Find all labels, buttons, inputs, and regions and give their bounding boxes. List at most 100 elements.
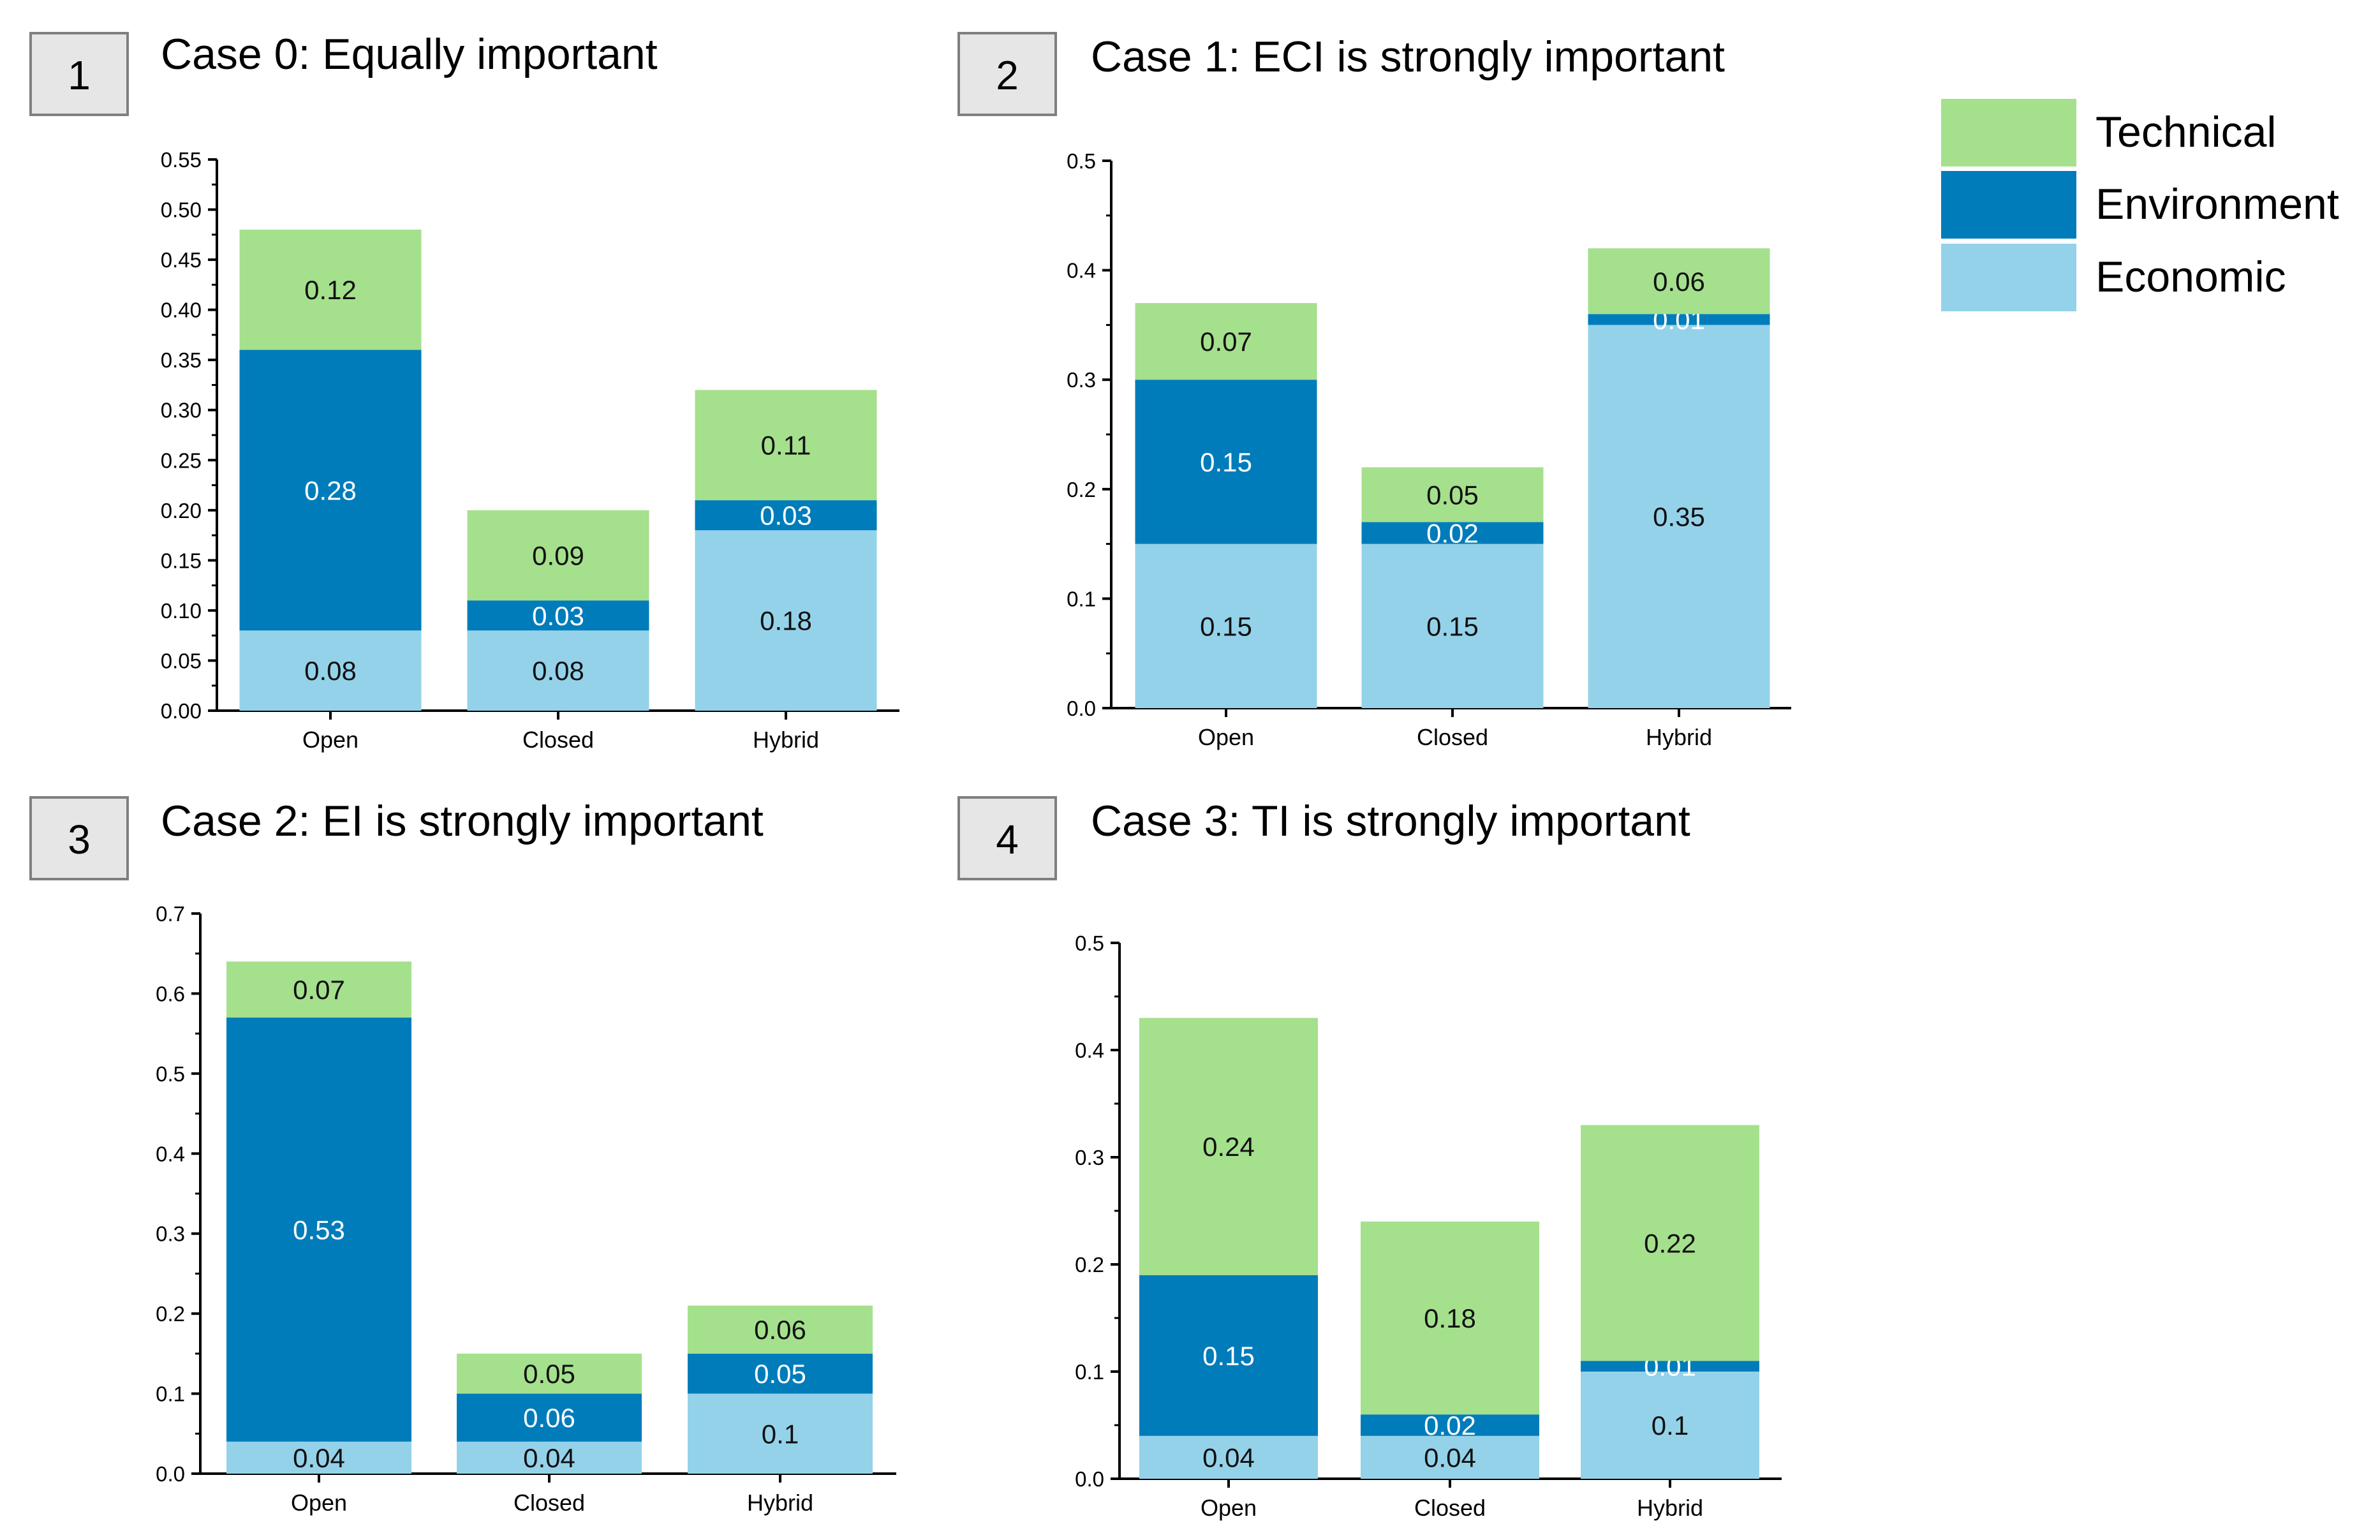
y-tick-label: 0.2 [156,1302,185,1326]
panel-number-box [29,796,129,880]
chart-panel-4: 4 Case 3: TI is strongly important 0.0 0.1 0… [957,796,1782,1521]
chart-panel-2: 2 Case 1: ECI is strongly important 0.0 0.1… [957,32,1791,750]
y-tick-label: 0.1 [156,1382,185,1406]
bar-technical-hybrid [695,390,877,501]
bar-economic-open [226,1441,411,1474]
data-label: 0.15 [1200,611,1252,641]
bar-technical-hybrid [1581,1125,1759,1361]
data-label: 0.09 [532,541,584,571]
legend-swatch-environment [1941,171,2076,239]
bar-environment-open [1135,380,1317,544]
data-label: 0.03 [760,501,812,531]
y-tick-label: 0.15 [161,549,202,572]
data-label: 0.04 [1424,1442,1476,1472]
data-label: 0.05 [1426,480,1479,510]
y-tick-label: 0.35 [161,348,202,372]
y-tick-label: 0.6 [156,982,185,1005]
legend-label-economic: Economic [2095,253,2286,301]
data-label: 0.15 [1200,447,1252,477]
data-label: 0.02 [1426,518,1479,548]
data-label: 0.06 [523,1403,575,1433]
y-tick-label: 0.1 [1067,587,1096,611]
data-label: 0.08 [532,656,584,686]
bar-technical-closed [1361,1221,1539,1415]
x-tick-label: Open [302,727,358,753]
data-label: 0.35 [1653,502,1705,532]
bar-technical-open [226,961,411,1018]
bar-technical-hybrid [688,1305,873,1354]
bar-economic-hybrid [695,530,877,711]
data-label: 0.12 [304,275,357,305]
y-tick-label: 0.5 [1075,931,1104,955]
panel-number-box [957,32,1057,116]
chart-title: Case 0: Equally important [161,30,658,78]
data-label: 0.11 [761,431,811,461]
bar-environment-closed [467,600,649,631]
y-tick-label: 0.40 [161,299,202,322]
x-tick-label: Hybrid [747,1490,813,1516]
y-tick-label: 0.5 [1067,149,1096,173]
data-label: 0.03 [532,601,584,631]
bar-economic-closed [1361,1435,1539,1479]
y-tick-label: 0.05 [161,649,202,672]
legend-swatch-economic [1941,244,2076,311]
data-label: 0.15 [1202,1341,1255,1371]
data-label: 0.07 [1200,327,1252,357]
panel-number: 4 [996,817,1019,863]
y-tick-label: 0.5 [156,1062,185,1086]
data-label: 0.22 [1644,1228,1696,1258]
bar-technical-closed [1361,467,1544,522]
data-label: 0.06 [1653,267,1705,297]
y-tick-label: 0.0 [1075,1467,1104,1491]
panel-number: 1 [68,52,91,98]
bar-environment-open [1139,1275,1318,1436]
y-tick-label: 0.20 [161,499,202,522]
data-label: 0.04 [523,1443,575,1473]
bar-technical-open [239,229,422,350]
data-label: 0.07 [293,975,345,1005]
panel-number: 2 [996,52,1019,98]
data-label: 0.04 [1202,1442,1255,1472]
data-label: 0.05 [523,1359,575,1389]
x-tick-label: Open [1198,724,1254,750]
legend: Technical Environment Economic [1941,99,2339,311]
y-tick-label: 0.10 [161,599,202,623]
y-tick-label: 0.2 [1075,1253,1104,1277]
bar-environment-hybrid [1588,314,1770,325]
x-tick-label: Closed [522,727,594,753]
panel-number: 3 [68,817,91,863]
bar-economic-hybrid [688,1393,873,1474]
bar-environment-hybrid [695,500,877,531]
data-label: 0.05 [754,1359,806,1389]
bar-economic-hybrid [1588,325,1770,708]
y-tick-label: 0.4 [156,1142,185,1166]
bar-technical-hybrid [1588,248,1770,315]
data-label: 0.15 [1426,611,1479,641]
y-tick-label: 0.0 [1067,697,1096,720]
bar-economic-closed [467,630,649,711]
legend-label-technical: Technical [2095,108,2277,156]
x-tick-label: Closed [514,1490,585,1516]
data-label: 0.1 [762,1419,799,1449]
x-tick-label: Hybrid [753,727,819,753]
data-label: 0.08 [304,656,357,686]
y-tick-label: 0.3 [1075,1146,1104,1169]
legend-label-environment: Environment [2095,180,2339,228]
y-tick-label: 0.0 [156,1462,185,1486]
x-tick-label: Hybrid [1646,724,1712,750]
bar-economic-open [1139,1435,1318,1479]
bar-economic-closed [1361,544,1544,708]
data-label: 0.24 [1202,1132,1255,1162]
y-tick-label: 0.2 [1067,478,1096,501]
y-tick-label: 0.55 [161,148,202,172]
chart-title: Case 1: ECI is strongly important [1091,33,1725,81]
bar-environment-hybrid [1581,1361,1759,1372]
chart-panel-3: 3 Case 2: EI is strongly important 0.0 0.1 0… [29,796,896,1516]
y-tick-label: 0.1 [1075,1360,1104,1384]
bar-technical-closed [457,1353,642,1394]
bar-environment-closed [457,1393,642,1442]
bar-environment-hybrid [688,1353,873,1394]
bar-technical-open [1139,1018,1318,1275]
bar-economic-hybrid [1581,1372,1759,1479]
